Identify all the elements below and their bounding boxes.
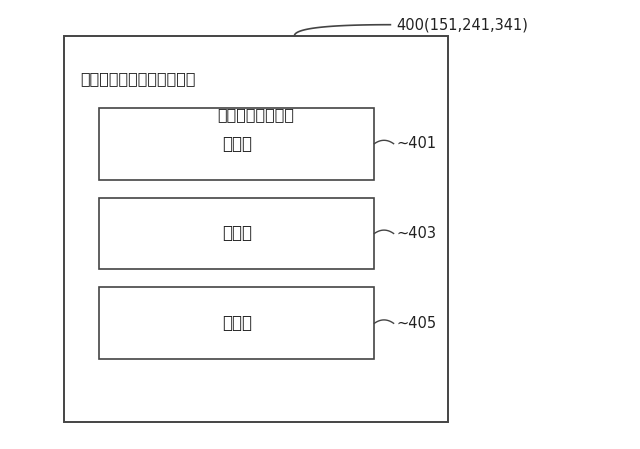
Text: マスタ型のオペレーション: マスタ型のオペレーション [80,71,195,86]
Bar [99,108,374,180]
Text: ~401: ~401 [397,136,437,151]
Text: 通知部: 通知部 [222,314,252,332]
Text: モード決定処理部: モード決定処理部 [218,107,294,122]
Text: 取得部: 取得部 [222,135,252,153]
Text: 400(151,241,341): 400(151,241,341) [397,17,529,32]
Text: ~405: ~405 [397,316,437,331]
Bar [99,287,374,359]
Text: 決定部: 決定部 [222,224,252,242]
Bar [64,36,448,422]
Bar [99,198,374,269]
Text: ~403: ~403 [397,226,437,241]
